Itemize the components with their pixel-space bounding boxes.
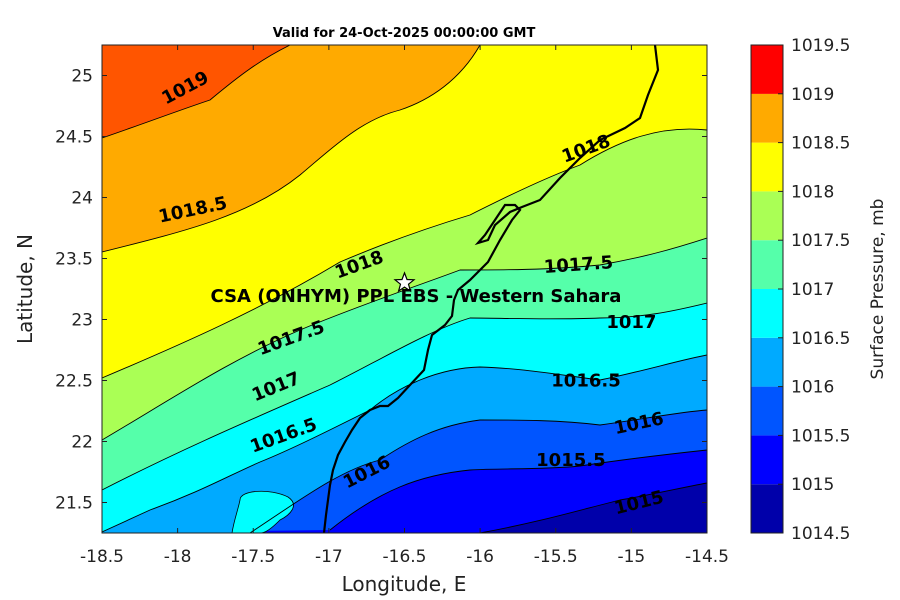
contour-label: 1015.5 (536, 450, 605, 471)
site-star-icon (393, 271, 416, 293)
x-tick-label: -15 (617, 547, 645, 567)
x-tick-label: -17.5 (231, 547, 275, 567)
contour-labels: 10191018.5101810181017.51017.51017101710… (157, 67, 666, 519)
x-tick-label: -16 (466, 547, 494, 567)
contour-label: 1016.5 (551, 371, 620, 392)
contour-label: 1017 (606, 312, 656, 333)
colorbar-label: Surface Pressure, mb (868, 199, 888, 380)
colorbar-segment (751, 142, 783, 192)
x-axis-label: Longitude, E (342, 572, 467, 596)
contour-label: 1017.5 (543, 252, 614, 278)
x-tick-label: -16.5 (383, 547, 427, 567)
y-tick-label: 22.5 (55, 372, 93, 392)
colorbar-segment (751, 435, 783, 485)
colorbar-segment (751, 289, 783, 338)
x-tick-label: -18.5 (80, 547, 124, 567)
colorbar-tick-label: 1019 (791, 85, 834, 105)
chart-title: Valid for 24-Oct-2025 00:00:00 GMT (273, 26, 536, 41)
colorbar-segment (751, 93, 783, 143)
y-tick-label: 22 (71, 433, 93, 453)
colorbar-tick-label: 1018.5 (791, 134, 850, 154)
x-tick-label: -14.5 (685, 547, 729, 567)
y-axis-label: Latitude, N (13, 234, 37, 344)
colorbar: 1014.5 1015 1015.5 1016 1016.5 1017 1017.5 1018… (750, 36, 850, 544)
colorbar-segment (751, 484, 783, 533)
colorbar-tick-label: 1016.5 (791, 329, 850, 349)
x-tick-label: -17 (315, 547, 343, 567)
x-tick-label: -18 (164, 547, 192, 567)
colorbar-tick-label: 1016 (791, 378, 834, 398)
y-tick-label: 25 (71, 67, 93, 87)
colorbar-tick-label: 1019.5 (791, 36, 850, 56)
x-axis-ticks: -18.5 -18 -17.5 -17 -16.5 -16 -15.5 -15 -14.5 (80, 45, 729, 567)
coastline (322, 45, 660, 533)
colorbar-tick-label: 1017 (791, 280, 834, 300)
colorbar-segment (751, 45, 783, 94)
colorbar-tick-label: 1015.5 (791, 426, 850, 446)
colorbar-tick-label: 1015 (791, 475, 834, 495)
x-tick-label: -15.5 (534, 547, 578, 567)
colorbar-segment (751, 240, 783, 289)
colorbar-segment (751, 191, 783, 241)
y-tick-label: 24 (71, 189, 93, 209)
y-tick-label: 24.5 (55, 128, 93, 148)
contour-bands (102, 45, 707, 533)
y-tick-label: 23.5 (55, 250, 93, 270)
y-tick-label: 21.5 (55, 494, 93, 514)
colorbar-tick-label: 1017.5 (791, 231, 850, 251)
site-marker-group: CSA (ONHYM) PPL EBS - Western Sahara (211, 271, 622, 307)
band-1019 (102, 45, 290, 138)
band-1016-5-bubble (231, 490, 294, 533)
colorbar-tick-label: 1014.5 (791, 524, 850, 544)
colorbar-segment (751, 337, 783, 387)
y-axis-ticks: 21.5 22 22.5 23 23.5 24 24.5 25 (55, 67, 707, 514)
colorbar-segment (751, 386, 783, 436)
y-tick-label: 23 (71, 311, 93, 331)
colorbar-tick-label: 1018 (791, 182, 834, 202)
site-label: CSA (ONHYM) PPL EBS - Western Sahara (211, 286, 622, 307)
